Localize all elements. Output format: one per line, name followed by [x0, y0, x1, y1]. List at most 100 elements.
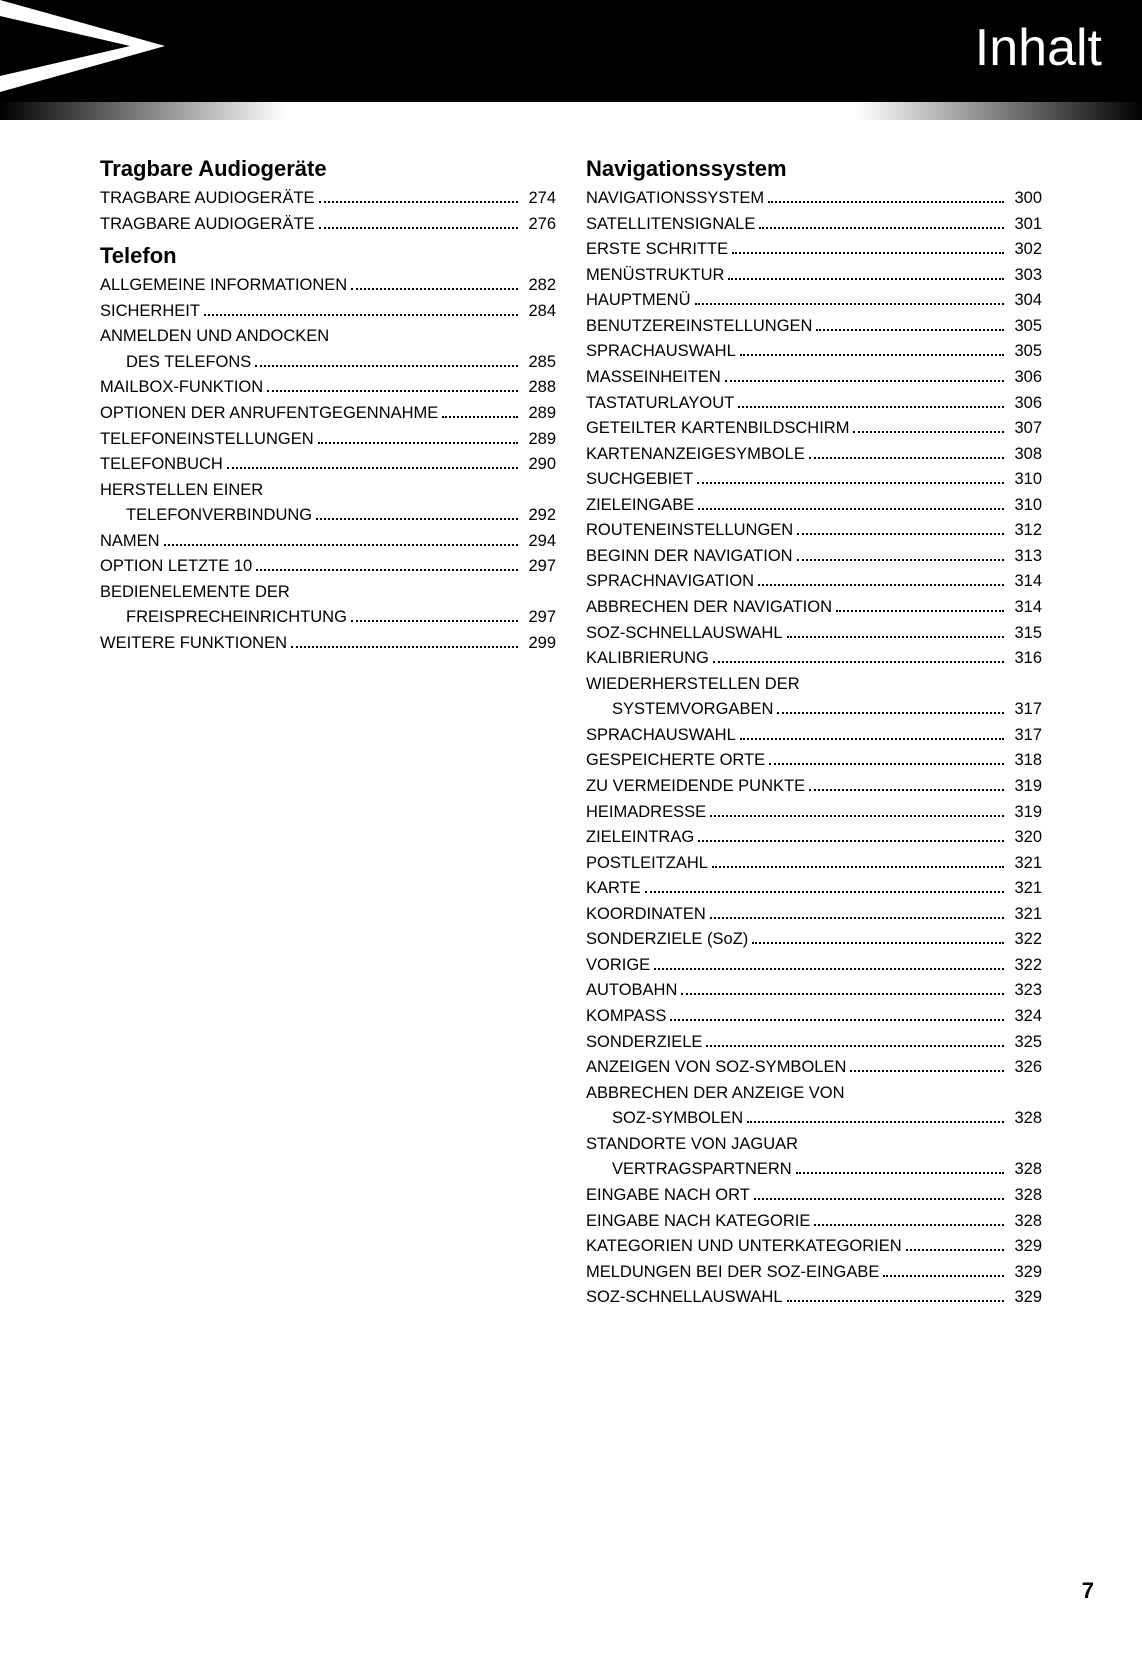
toc-entry-label: HAUPTMENÜ [586, 288, 691, 314]
toc-entry-page: 303 [1008, 263, 1042, 289]
toc-entry: ERSTE SCHRITTE302 [586, 237, 1042, 263]
toc-entry-label: TASTATURLAYOUT [586, 391, 734, 417]
toc-entry-page: 299 [522, 631, 556, 657]
toc-entry: NAMEN294 [100, 529, 556, 555]
toc-entry-label: MAILBOX-FUNKTION [100, 375, 263, 401]
toc-entry: MENÜSTRUKTUR303 [586, 263, 1042, 289]
toc-entry-label: ABBRECHEN DER NAVIGATION [586, 595, 832, 621]
toc-entry-label: BENUTZEREINSTELLUNGEN [586, 314, 812, 340]
toc-entry-page: 310 [1008, 467, 1042, 493]
toc-leader-dots [164, 544, 519, 546]
toc-entry-page: 319 [1008, 800, 1042, 826]
toc-entry-label: TRAGBARE AUDIOGERÄTE [100, 212, 315, 238]
toc-entry-page: 319 [1008, 774, 1042, 800]
toc-entry-label: GETEILTER KARTENBILDSCHIRM [586, 416, 849, 442]
toc-leader-dots [681, 993, 1004, 995]
toc-column-right: NavigationssystemNAVIGATIONSSYSTEM300SAT… [586, 150, 1042, 1311]
toc-content: Tragbare AudiogeräteTRAGBARE AUDIOGERÄTE… [0, 120, 1142, 1311]
toc-entry: SATELLITENSIGNALE301 [586, 212, 1042, 238]
toc-entry-label: TELEFONVERBINDUNG [100, 503, 312, 529]
toc-entry-label: BEGINN DER NAVIGATION [586, 544, 793, 570]
toc-entry: WEITERE FUNKTIONEN 299 [100, 631, 556, 657]
toc-leader-dots [883, 1275, 1004, 1277]
arrow-forward-icon [0, 0, 200, 102]
toc-entry-label: VERTRAGSPARTNERN [586, 1157, 792, 1183]
toc-entry-page: 320 [1008, 825, 1042, 851]
toc-entry-label: SPRACHAUSWAHL [586, 339, 736, 365]
toc-entry: SUCHGEBIET310 [586, 467, 1042, 493]
toc-entry-label: EINGABE NACH KATEGORIE [586, 1209, 810, 1235]
toc-leader-dots [809, 457, 1005, 459]
toc-entry-page: 328 [1008, 1106, 1042, 1132]
toc-leader-dots [740, 354, 1005, 356]
toc-entry: TRAGBARE AUDIOGERÄTE276 [100, 212, 556, 238]
toc-entry-page: 308 [1008, 442, 1042, 468]
page-number: 7 [1082, 1578, 1094, 1604]
toc-entry-label: AUTOBAHN [586, 978, 677, 1004]
toc-leader-dots [698, 840, 1004, 842]
toc-entry-page: 297 [522, 554, 556, 580]
toc-entry-continuation: BEDIENELEMENTE DER [100, 580, 556, 606]
toc-leader-dots [697, 482, 1004, 484]
toc-entry-page: 329 [1008, 1285, 1042, 1311]
toc-entry-page: 284 [522, 299, 556, 325]
toc-entry-continuation: WIEDERHERSTELLEN DER [586, 672, 1042, 698]
toc-entry-label: SOZ-SYMBOLEN [586, 1106, 743, 1132]
toc-entry-label: ERSTE SCHRITTE [586, 237, 728, 263]
toc-entry-page: 313 [1008, 544, 1042, 570]
toc-entry-label: SPRACHAUSWAHL [586, 723, 736, 749]
toc-entry-label: ROUTENEINSTELLUNGEN [586, 518, 793, 544]
toc-entry-label: SPRACHNAVIGATION [586, 569, 754, 595]
toc-leader-dots [291, 646, 518, 648]
toc-entry-page: 312 [1008, 518, 1042, 544]
toc-entry-page: 328 [1008, 1209, 1042, 1235]
toc-entry: ZU VERMEIDENDE PUNKTE319 [586, 774, 1042, 800]
toc-leader-dots [816, 329, 1004, 331]
toc-entry: KARTE321 [586, 876, 1042, 902]
toc-leader-dots [769, 763, 1004, 765]
toc-leader-dots [809, 789, 1004, 791]
toc-entry-page: 304 [1008, 288, 1042, 314]
toc-entry: SPRACHAUSWAHL 305 [586, 339, 1042, 365]
toc-entry-page: 328 [1008, 1183, 1042, 1209]
toc-entry-label: NAMEN [100, 529, 160, 555]
toc-leader-dots [754, 1198, 1005, 1200]
toc-entry: SOZ-SYMBOLEN 328 [586, 1106, 1042, 1132]
toc-entry-label: SOZ-SCHNELLAUSWAHL [586, 1285, 783, 1311]
toc-entry: OPTION LETZTE 10 297 [100, 554, 556, 580]
toc-entry-label: ZIELEINTRAG [586, 825, 694, 851]
toc-entry-label: SICHERHEIT [100, 299, 200, 325]
toc-entry-page: 288 [522, 375, 556, 401]
toc-leader-dots [796, 1172, 1005, 1174]
toc-column-left: Tragbare AudiogeräteTRAGBARE AUDIOGERÄTE… [100, 150, 556, 1311]
toc-entry-page: 326 [1008, 1055, 1042, 1081]
toc-leader-dots [853, 431, 1004, 433]
toc-entry-page: 290 [522, 452, 556, 478]
toc-entry-label: OPTION LETZTE 10 [100, 554, 252, 580]
toc-entry-continuation: HERSTELLEN EINER [100, 478, 556, 504]
toc-entry-label: ZIELEINGABE [586, 493, 694, 519]
toc-entry-page: 316 [1008, 646, 1042, 672]
toc-leader-dots [645, 891, 1005, 893]
toc-entry-page: 289 [522, 427, 556, 453]
toc-entry: EINGABE NACH KATEGORIE 328 [586, 1209, 1042, 1235]
toc-entry-page: 305 [1008, 339, 1042, 365]
toc-entry-label: WEITERE FUNKTIONEN [100, 631, 287, 657]
toc-leader-dots [759, 227, 1004, 229]
toc-leader-dots [695, 303, 1005, 305]
toc-leader-dots [351, 288, 518, 290]
toc-entry-label: SOZ-SCHNELLAUSWAHL [586, 621, 783, 647]
toc-entry: TELEFONBUCH290 [100, 452, 556, 478]
toc-entry-page: 322 [1008, 927, 1042, 953]
toc-entry-label: KARTE [586, 876, 641, 902]
toc-entry-page: 328 [1008, 1157, 1042, 1183]
toc-entry-label: ANZEIGEN VON SOZ-SYMBOLEN [586, 1055, 846, 1081]
toc-entry: SPRACHNAVIGATION314 [586, 569, 1042, 595]
toc-entry-label: ALLGEMEINE INFORMATIONEN [100, 273, 347, 299]
toc-entry-page: 315 [1008, 621, 1042, 647]
toc-entry-label: SATELLITENSIGNALE [586, 212, 755, 238]
toc-entry: TELEFONEINSTELLUNGEN 289 [100, 427, 556, 453]
toc-entry-label: TELEFONEINSTELLUNGEN [100, 427, 314, 453]
toc-entry: ZIELEINGABE310 [586, 493, 1042, 519]
toc-entry: MELDUNGEN BEI DER SOZ-EINGABE329 [586, 1260, 1042, 1286]
